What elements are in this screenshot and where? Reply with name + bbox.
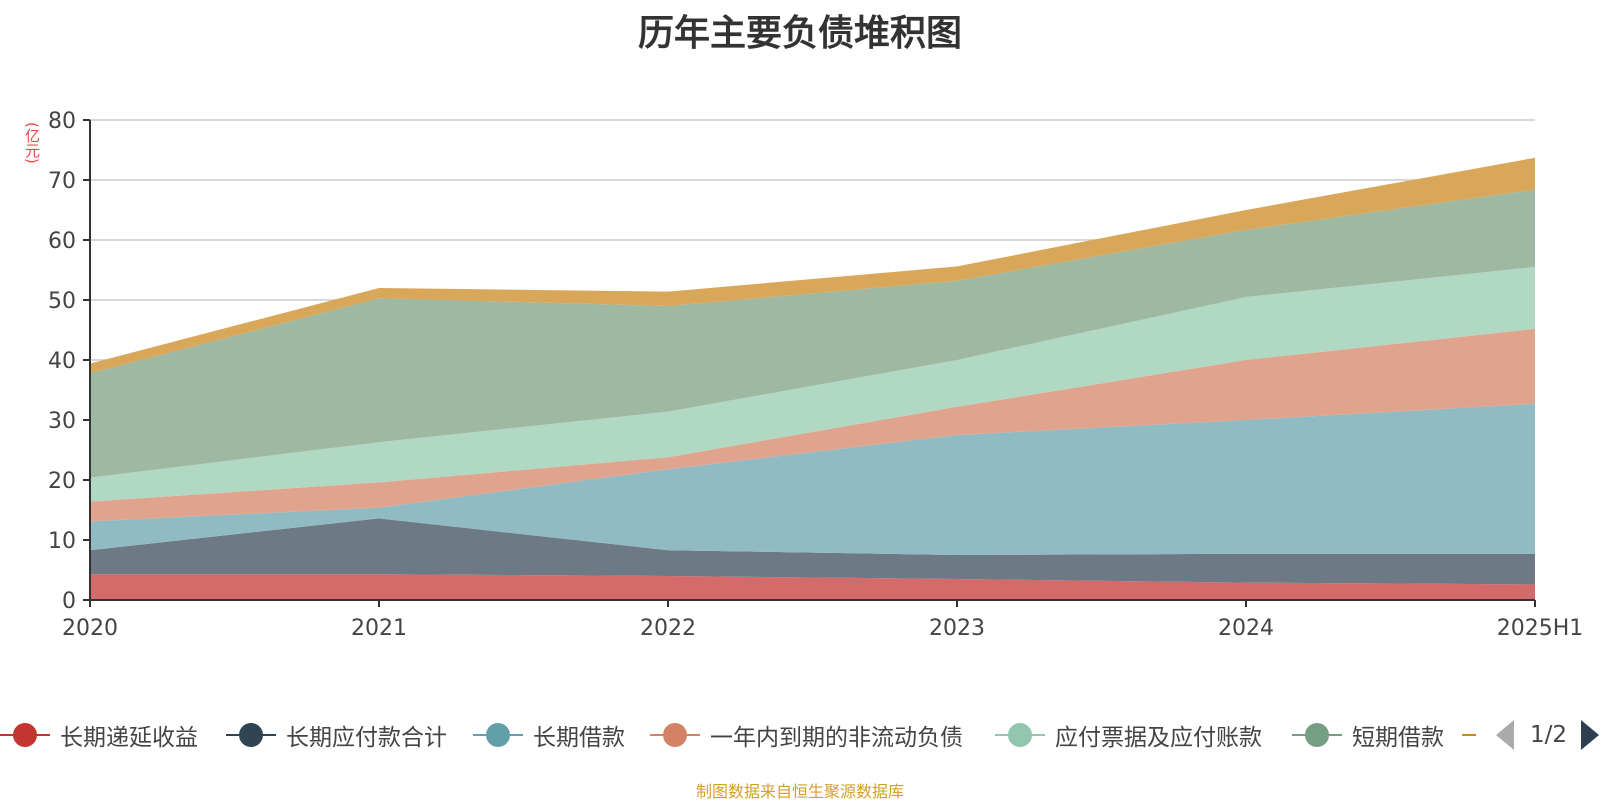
legend-item[interactable] (1462, 713, 1486, 757)
legend-page-indicator: 1/2 (1530, 722, 1568, 748)
y-tick-label: 50 (48, 289, 76, 314)
legend-item[interactable]: 长期借款 (473, 713, 625, 757)
y-tick-label: 60 (48, 229, 76, 254)
y-tick-label: 10 (48, 529, 76, 554)
x-tick-label: 2025H1 (1497, 616, 1584, 641)
y-tick-label: 30 (48, 409, 76, 434)
series-1-area (90, 518, 1535, 585)
y-tick-label: 20 (48, 469, 76, 494)
legend-symbol-icon (995, 722, 1045, 748)
series-5-area (90, 189, 1535, 478)
legend-symbol-icon (650, 722, 700, 748)
x-tick-label: 2024 (1218, 616, 1274, 641)
legend-item[interactable]: 长期递延收益 (0, 713, 198, 757)
y-tick-label: 40 (48, 349, 76, 374)
legend-symbol-icon (226, 722, 276, 748)
legend-label: 一年内到期的非流动负债 (710, 725, 963, 751)
y-axis-unit-label: (亿元) (23, 122, 41, 164)
x-tick-label: 2022 (640, 616, 696, 641)
y-tick-label: 0 (62, 589, 76, 614)
legend-pager: 1/2 (1496, 713, 1600, 757)
x-tick-label: 2021 (351, 616, 407, 641)
legend-item[interactable]: 一年内到期的非流动负债 (650, 713, 963, 757)
y-tick-label: 70 (48, 169, 76, 194)
legend-item[interactable]: 短期借款 (1292, 713, 1444, 757)
legend-prev-page-icon[interactable] (1496, 720, 1514, 750)
legend-item[interactable]: 长期应付款合计 (226, 713, 447, 757)
series-0-area (90, 574, 1535, 600)
legend-label: 长期递延收益 (60, 725, 198, 751)
legend-symbol-icon (473, 722, 523, 748)
legend-label: 应付票据及应付账款 (1055, 725, 1262, 751)
series-4-area (90, 267, 1535, 502)
x-tick-label: 2023 (929, 616, 985, 641)
legend-label: 长期借款 (533, 725, 625, 751)
chart-title: 历年主要负债堆积图 (637, 13, 962, 54)
series-3-area (90, 328, 1535, 522)
legend-symbol-icon (1462, 722, 1476, 748)
legend-symbol-icon (0, 722, 50, 748)
y-tick-label: 80 (48, 109, 76, 134)
stacked-area-chart: 0 10 20 30 40 50 60 70 80 2020 2021 2022 2023 2024 202… (48, 109, 1584, 641)
legend-item[interactable]: 应付票据及应付账款 (995, 713, 1262, 757)
data-source-note: 制图数据来自恒生聚源数据库 (695, 782, 904, 801)
legend-label: 短期借款 (1352, 725, 1444, 751)
legend-symbol-icon (1292, 722, 1342, 748)
series-2-area (90, 403, 1535, 555)
x-tick-label: 2020 (62, 616, 118, 641)
legend-label: 长期应付款合计 (286, 725, 447, 751)
legend-next-page-icon[interactable] (1581, 720, 1600, 750)
legend: 长期递延收益 长期应付款合计 长期借款 一年内到期的非流动负债 应付票据及应付账款 短期借… (0, 713, 1600, 757)
